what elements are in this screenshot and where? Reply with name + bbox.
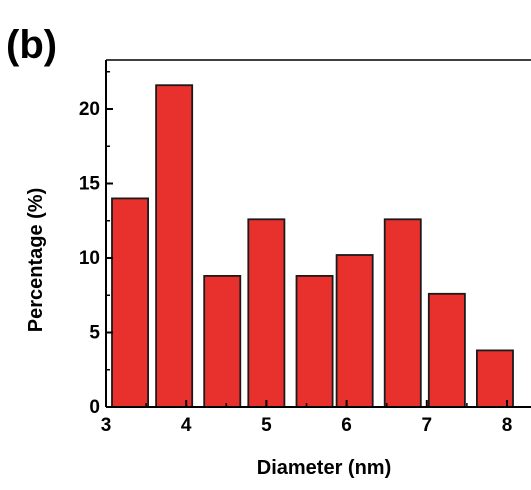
histogram-bar bbox=[204, 276, 240, 407]
x-tick-label: 6 bbox=[341, 415, 352, 436]
x-tick-label: 5 bbox=[261, 415, 272, 436]
y-axis-label: Percentage (%) bbox=[25, 188, 47, 333]
y-tick-label: 15 bbox=[79, 174, 101, 195]
histogram-bar bbox=[156, 85, 192, 407]
histogram-bar bbox=[297, 276, 333, 407]
y-tick-label: 5 bbox=[89, 323, 100, 344]
x-tick-label: 3 bbox=[101, 415, 112, 436]
x-tick-label: 7 bbox=[422, 415, 433, 436]
panel-label: (b) bbox=[6, 23, 57, 67]
histogram-bar bbox=[248, 219, 284, 407]
histogram-bar bbox=[385, 219, 421, 407]
y-ticks-group: 0 5 10 15 20 bbox=[79, 72, 113, 418]
histogram-bar bbox=[112, 198, 148, 407]
y-tick-label: 10 bbox=[79, 248, 100, 269]
histogram-bar bbox=[429, 294, 465, 407]
histogram-bar bbox=[337, 255, 373, 407]
bars-group bbox=[112, 85, 513, 407]
y-tick-label: 20 bbox=[79, 99, 100, 120]
x-tick-label: 4 bbox=[181, 415, 192, 436]
x-axis-label: Diameter (nm) bbox=[257, 457, 391, 479]
y-tick-label: 0 bbox=[89, 397, 100, 418]
histogram-bar bbox=[477, 350, 513, 407]
x-tick-label: 8 bbox=[502, 415, 513, 436]
